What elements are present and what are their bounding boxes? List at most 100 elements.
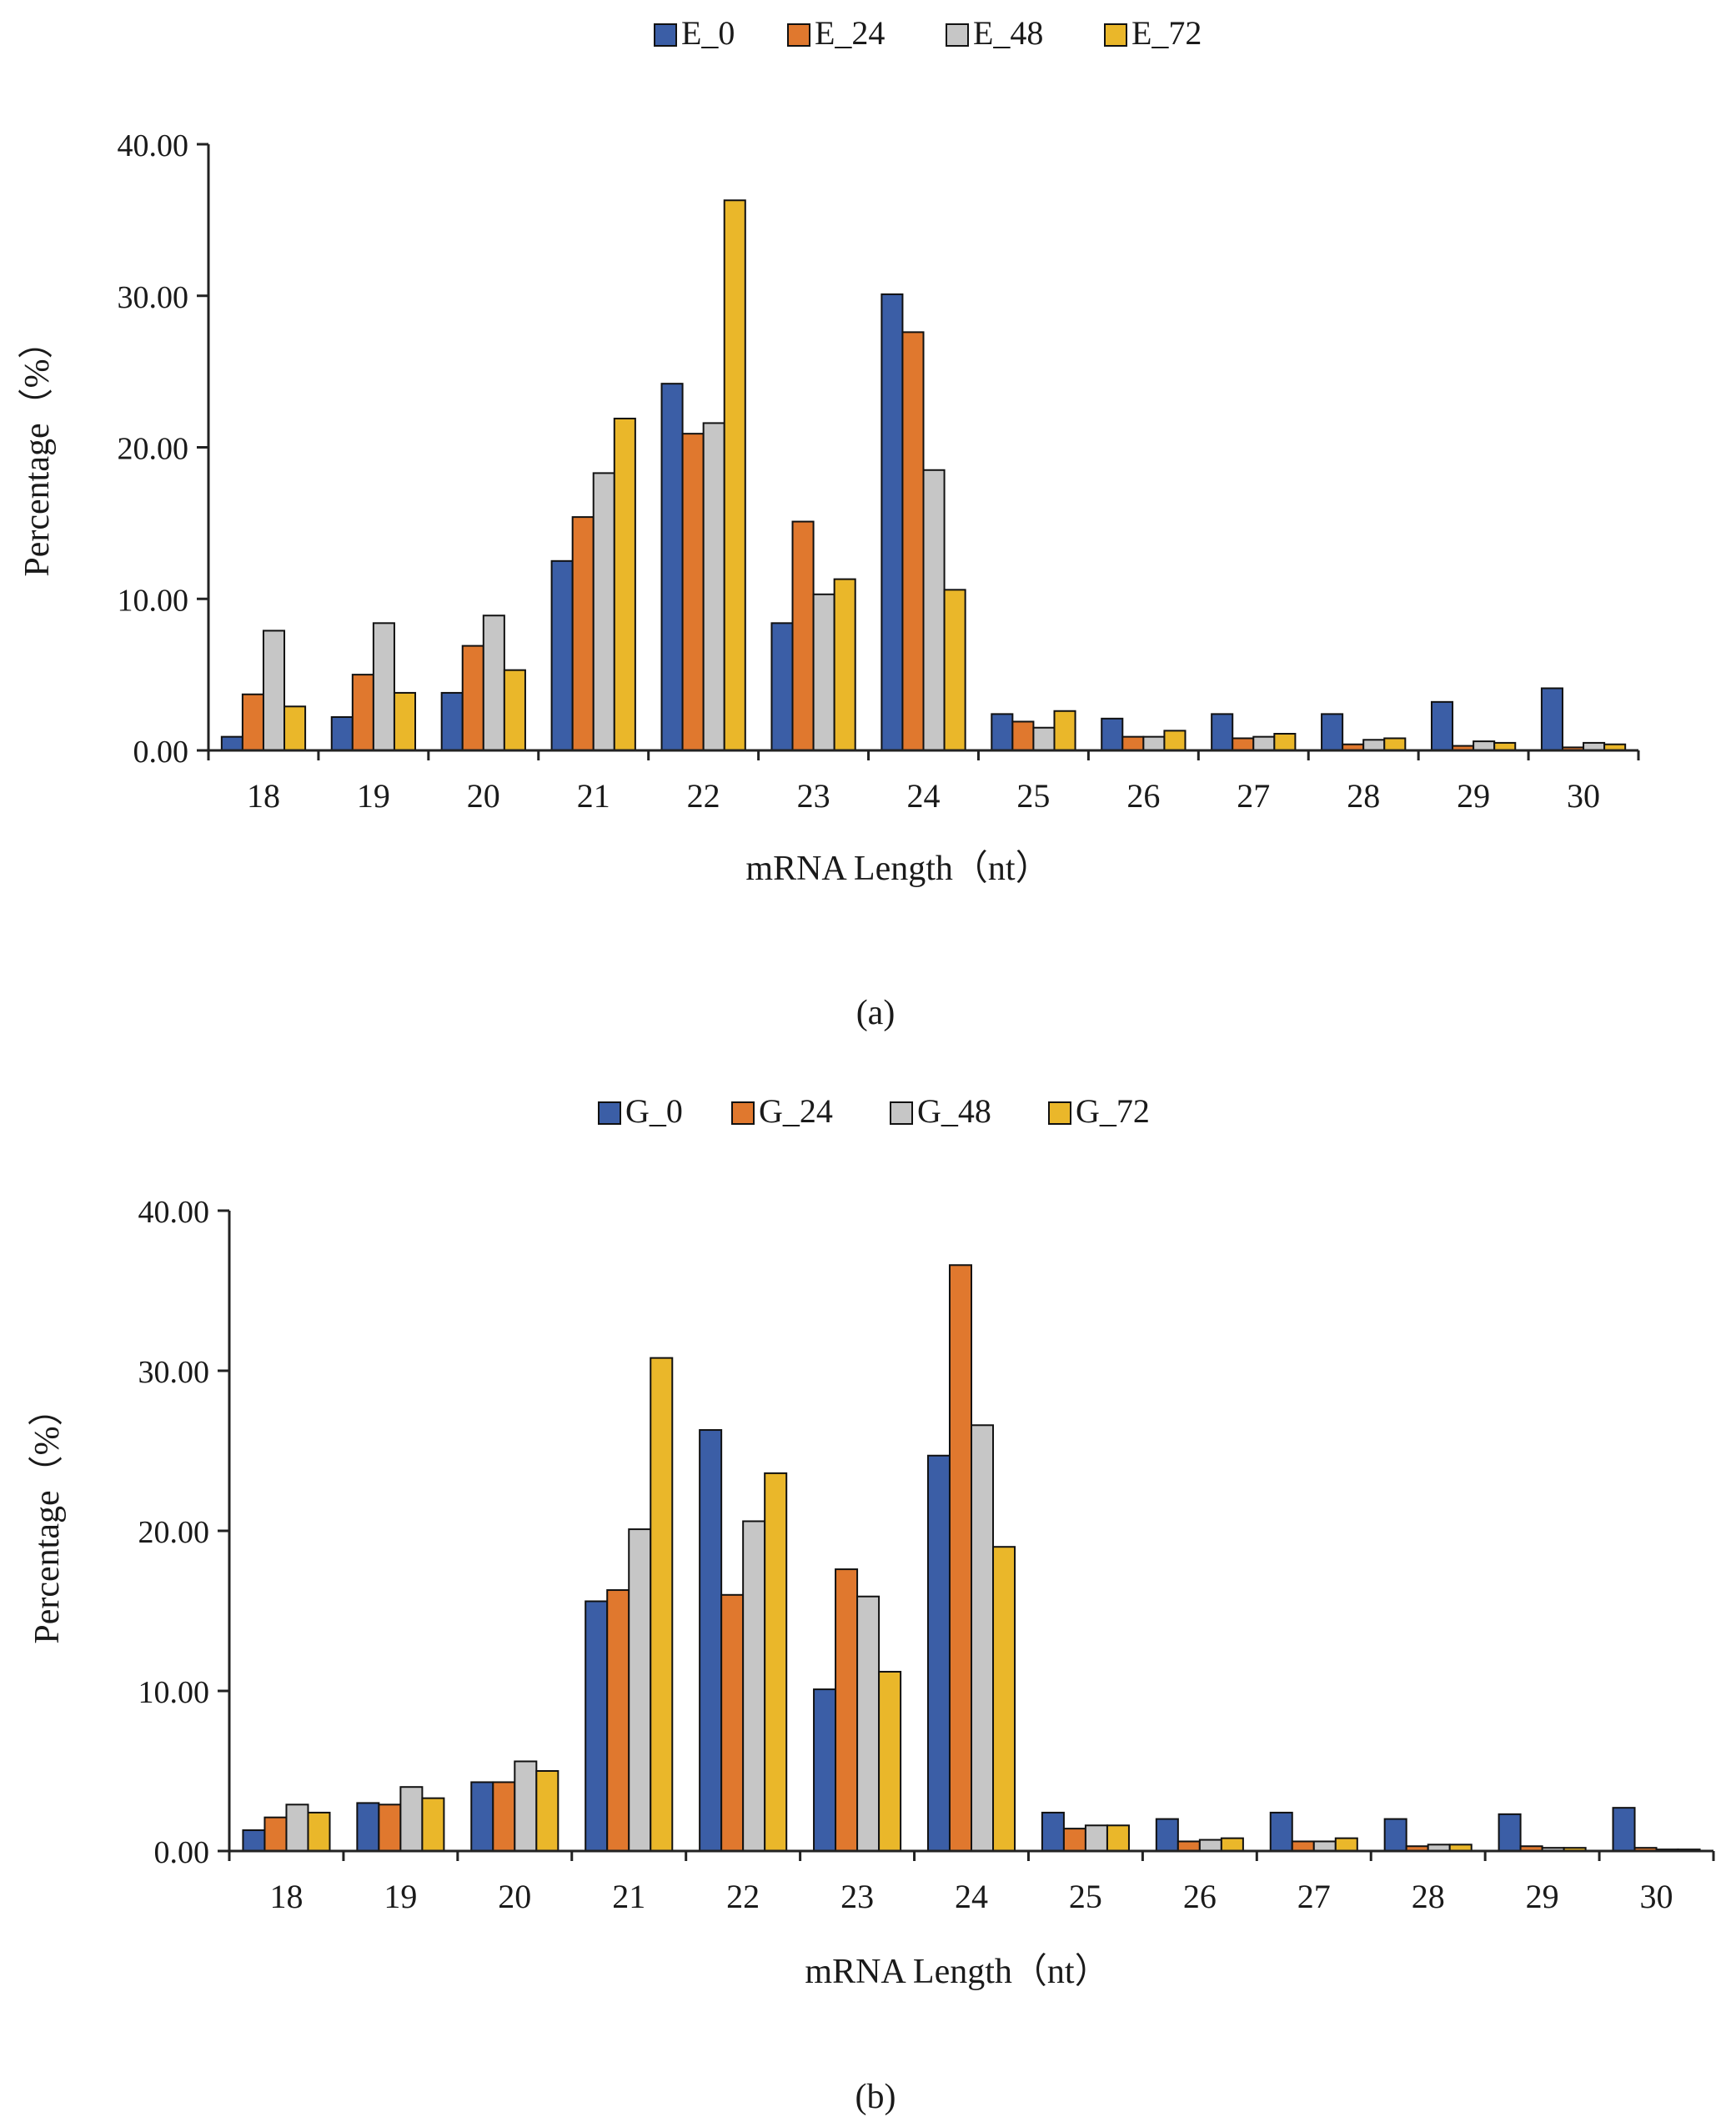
legend-label-E_48: E_48: [973, 14, 1043, 52]
bar-G_24-26: [1177, 1840, 1201, 1852]
bar-G_24-25: [1062, 1828, 1086, 1853]
y-tick-label: 0.00: [133, 735, 189, 770]
bar-G_72-23: [878, 1670, 902, 1852]
bar-E_48-27: [1252, 735, 1276, 752]
bar-G_48-25: [1084, 1824, 1108, 1853]
x-tick-label: 27: [1237, 777, 1270, 815]
bar-E_0-29: [1430, 700, 1454, 752]
chart-panel-a: E_0 E_24 E_48 E_72 Percentage（%） 0.00 10.00 2…: [18, 14, 1640, 1032]
bar-G_24-23: [835, 1568, 859, 1852]
x-tick-label: 27: [1297, 1878, 1331, 1915]
bar-G_48-23: [856, 1595, 881, 1852]
legend-label-G_72: G_72: [1076, 1092, 1150, 1130]
y-tick-label: 0.00: [154, 1835, 210, 1870]
bar-G_0-24: [926, 1454, 951, 1852]
bar-E_0-19: [330, 716, 354, 752]
bar-G_0-26: [1155, 1818, 1179, 1853]
x-tick-label: 19: [384, 1878, 417, 1915]
bar-G_0-20: [470, 1781, 494, 1852]
legend-label-G_24: G_24: [759, 1092, 833, 1130]
y-axis-label-b: Percentage（%）: [28, 1391, 67, 1643]
legend-swatch-G_0: [598, 1101, 621, 1125]
x-tick-label: 28: [1412, 1878, 1445, 1915]
x-tick-label: 22: [726, 1878, 760, 1915]
x-tick-label: 18: [269, 1878, 303, 1915]
bar-E_72-24: [943, 589, 966, 751]
legend-label-E_72: E_72: [1131, 14, 1202, 52]
chart-panel-b: G_0 G_24 G_48 G_72 Percentage（%） 0.00 10.00 2…: [28, 1092, 1715, 2116]
bar-E_48-25: [1032, 726, 1056, 751]
bar-E_24-21: [571, 516, 595, 751]
bar-E_0-20: [440, 691, 464, 751]
legend-swatch-E_72: [1104, 23, 1127, 47]
bar-G_72-22: [764, 1472, 788, 1852]
x-tick-label: 21: [577, 777, 610, 815]
bar-G_72-21: [650, 1357, 674, 1852]
x-tick-label: 18: [247, 777, 280, 815]
bar-G_72-20: [535, 1770, 559, 1852]
y-tick-label: 10.00: [138, 1675, 210, 1710]
x-axis-label-b: mRNA Length（nt）: [805, 1953, 1109, 1991]
legend-b: G_0 G_24 G_48 G_72: [598, 1092, 1150, 1130]
bar-E_24-19: [351, 674, 374, 752]
bar-E_72-23: [833, 578, 856, 751]
bar-G_24-20: [492, 1781, 516, 1852]
x-tick-labels-a: 18 19 20 21 22 23 24 25 26 27 28 29 30: [247, 777, 1600, 815]
x-tick-label: 26: [1183, 1878, 1217, 1915]
bar-E_0-23: [770, 622, 794, 752]
bar-E_0-27: [1211, 713, 1234, 752]
bar-G_48-26: [1198, 1839, 1222, 1853]
x-tick-label: 20: [467, 777, 500, 815]
bar-G_72-27: [1334, 1837, 1358, 1852]
x-tick-label: 21: [612, 1878, 645, 1915]
bar-G_48-19: [399, 1786, 424, 1852]
bar-G_24-24: [948, 1264, 972, 1852]
bar-E_72-28: [1383, 737, 1407, 752]
bar-E_0-26: [1101, 717, 1124, 752]
panel-label-b: (b): [855, 2078, 896, 2116]
bar-E_24-25: [1011, 720, 1035, 751]
legend-a: E_0 E_24 E_48 E_72: [654, 14, 1202, 52]
x-tick-label: 19: [357, 777, 390, 815]
bar-E_48-29: [1473, 740, 1496, 751]
x-tick-label: 23: [797, 777, 830, 815]
y-tick-label: 20.00: [118, 432, 189, 467]
bar-E_0-24: [881, 293, 904, 751]
bar-G_48-20: [514, 1760, 538, 1852]
bar-E_0-28: [1321, 713, 1344, 752]
bar-G_72-25: [1106, 1824, 1130, 1853]
x-axis-label-a: mRNA Length（nt）: [745, 850, 1050, 888]
bar-E_72-22: [723, 199, 746, 751]
bar-G_24-21: [606, 1589, 630, 1853]
bar-E_48-18: [262, 630, 286, 751]
bar-E_72-27: [1273, 733, 1297, 752]
bar-E_72-20: [503, 669, 526, 751]
bar-E_24-18: [241, 693, 264, 751]
y-axis-label-a: Percentage（%）: [18, 324, 57, 576]
bar-G_0-18: [242, 1829, 266, 1853]
bar-E_48-20: [482, 615, 505, 751]
legend-label-E_24: E_24: [815, 14, 885, 52]
bar-G_48-24: [971, 1424, 995, 1853]
bar-G_48-22: [742, 1520, 766, 1852]
bar-G_72-19: [421, 1797, 445, 1852]
bar-G_0-21: [585, 1600, 609, 1852]
bar-E_24-22: [681, 433, 705, 751]
bar-G_0-23: [813, 1688, 837, 1852]
bar-G_0-25: [1041, 1811, 1065, 1852]
bar-E_48-22: [702, 422, 725, 751]
y-tick-label: 10.00: [118, 583, 189, 618]
bar-E_72-25: [1053, 710, 1076, 751]
bar-E_24-24: [901, 331, 925, 751]
bar-G_72-24: [992, 1546, 1016, 1852]
y-tick-label: 30.00: [118, 280, 189, 315]
bars-a: [220, 199, 1627, 752]
y-tick-label: 40.00: [118, 128, 189, 163]
x-tick-label: 25: [1069, 1878, 1102, 1915]
bar-E_0-21: [550, 559, 574, 751]
x-tick-label: 30: [1567, 777, 1600, 815]
legend-label-G_0: G_0: [625, 1092, 683, 1130]
bar-G_0-29: [1498, 1813, 1522, 1853]
legend-swatch-E_24: [787, 23, 810, 47]
